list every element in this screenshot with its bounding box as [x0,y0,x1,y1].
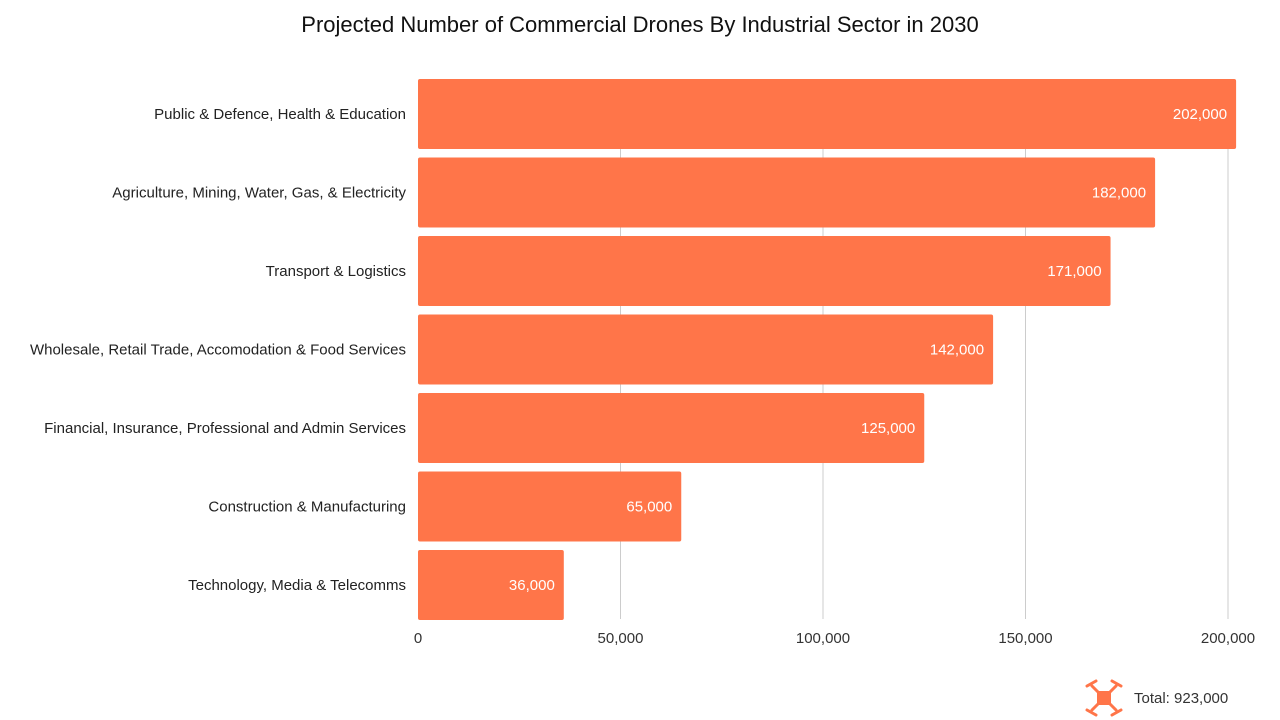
category-label: Construction & Manufacturing [208,499,406,516]
category-label: Transport & Logistics [266,263,406,280]
data-label: 125,000 [861,420,915,437]
total-legend: Total: 923,000 [1084,678,1228,718]
data-label: 202,000 [1173,106,1227,123]
category-label: Public & Defence, Health & Education [154,106,406,123]
bar [418,550,564,620]
category-label: Agriculture, Mining, Water, Gas, & Elect… [112,185,406,202]
bar [418,157,1156,228]
x-tick-label: 200,000 [1201,630,1255,647]
bar [418,236,1111,306]
x-tick-label: 50,000 [598,630,644,647]
category-label: Technology, Media & Telecomms [188,577,406,594]
data-label: 65,000 [626,499,672,516]
bar [418,314,994,385]
data-label: 171,000 [1047,263,1101,280]
category-label: Financial, Insurance, Professional and A… [44,420,406,437]
total-label: Total: 923,000 [1134,689,1229,707]
category-label: Wholesale, Retail Trade, Accomodation & … [30,342,406,359]
bar [418,393,925,463]
data-label: 36,000 [509,577,555,594]
chart-title: Projected Number of Commercial Drones By… [301,12,979,37]
x-tick-label: 100,000 [796,630,850,647]
x-tick-label: 0 [414,630,422,647]
data-label: 182,000 [1092,185,1146,202]
bar [418,471,682,542]
drone-icon [1085,679,1123,717]
data-label: 142,000 [930,342,984,359]
bar [418,79,1237,149]
x-tick-label: 150,000 [998,630,1052,647]
